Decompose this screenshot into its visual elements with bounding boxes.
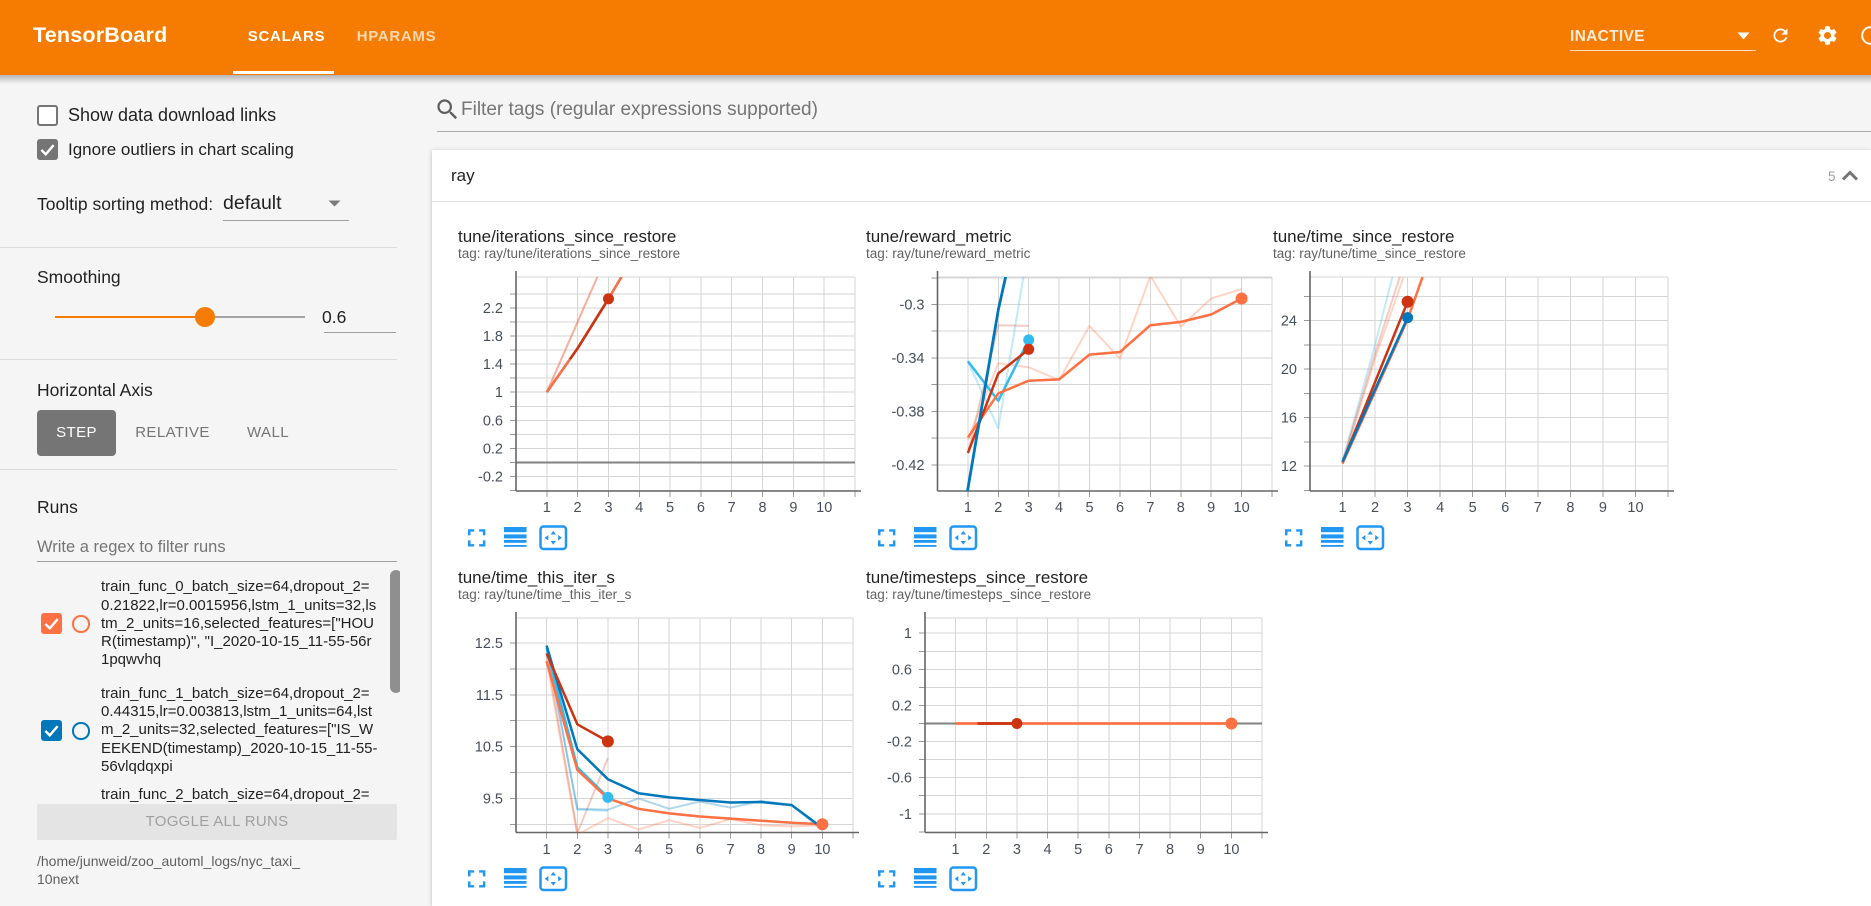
svg-text:6: 6 (696, 842, 704, 858)
svg-text:-1: -1 (899, 807, 912, 823)
svg-text:9: 9 (788, 842, 796, 858)
svg-text:9: 9 (1599, 500, 1607, 516)
svg-text:3: 3 (1013, 842, 1021, 858)
svg-text:1: 1 (543, 842, 551, 858)
svg-text:4: 4 (634, 842, 642, 858)
svg-text:8: 8 (758, 500, 766, 516)
svg-text:1: 1 (904, 626, 912, 642)
svg-text:6: 6 (1116, 500, 1124, 516)
svg-text:16: 16 (1281, 411, 1297, 427)
svg-text:-0.3: -0.3 (900, 298, 925, 314)
svg-text:1.4: 1.4 (483, 357, 503, 373)
svg-text:10.5: 10.5 (475, 740, 503, 756)
svg-text:-0.38: -0.38 (891, 405, 924, 421)
svg-text:7: 7 (1135, 842, 1143, 858)
svg-text:2: 2 (574, 500, 582, 516)
svg-text:2: 2 (573, 842, 581, 858)
svg-text:0.6: 0.6 (892, 662, 912, 678)
svg-text:-0.2: -0.2 (887, 735, 912, 751)
svg-text:0.2: 0.2 (483, 441, 503, 457)
svg-text:12.5: 12.5 (475, 636, 503, 652)
svg-text:8: 8 (1566, 500, 1574, 516)
svg-text:5: 5 (666, 500, 674, 516)
svg-text:9: 9 (789, 500, 797, 516)
svg-text:10: 10 (1223, 842, 1239, 858)
svg-text:4: 4 (1043, 842, 1051, 858)
svg-text:1: 1 (964, 500, 972, 516)
svg-text:10: 10 (1627, 500, 1643, 516)
svg-text:3: 3 (604, 500, 612, 516)
svg-text:-0.34: -0.34 (891, 351, 924, 367)
svg-text:3: 3 (604, 842, 612, 858)
svg-text:0.2: 0.2 (892, 698, 912, 714)
svg-text:1: 1 (543, 500, 551, 516)
svg-text:8: 8 (1166, 842, 1174, 858)
svg-text:6: 6 (697, 500, 705, 516)
svg-text:12: 12 (1281, 459, 1297, 475)
svg-text:4: 4 (635, 500, 643, 516)
svg-text:2: 2 (994, 500, 1002, 516)
svg-text:1: 1 (495, 385, 503, 401)
svg-text:-0.6: -0.6 (887, 771, 912, 787)
svg-text:-0.42: -0.42 (891, 458, 924, 474)
svg-text:2: 2 (982, 842, 990, 858)
svg-text:7: 7 (1534, 500, 1542, 516)
svg-text:3: 3 (1025, 500, 1033, 516)
svg-text:6: 6 (1501, 500, 1509, 516)
svg-text:9: 9 (1207, 500, 1215, 516)
svg-text:1: 1 (952, 842, 960, 858)
svg-text:1: 1 (1338, 500, 1346, 516)
svg-text:8: 8 (1177, 500, 1185, 516)
svg-text:4: 4 (1436, 500, 1444, 516)
svg-text:5: 5 (1074, 842, 1082, 858)
svg-text:7: 7 (728, 500, 736, 516)
svg-text:24: 24 (1281, 314, 1297, 330)
svg-text:8: 8 (757, 842, 765, 858)
svg-text:0.6: 0.6 (483, 413, 503, 429)
svg-text:7: 7 (1146, 500, 1154, 516)
svg-text:5: 5 (1085, 500, 1093, 516)
svg-text:2.2: 2.2 (483, 301, 503, 317)
svg-text:9.5: 9.5 (483, 791, 503, 807)
svg-text:5: 5 (665, 842, 673, 858)
svg-text:20: 20 (1281, 362, 1297, 378)
svg-text:6: 6 (1105, 842, 1113, 858)
svg-text:2: 2 (1371, 500, 1379, 516)
svg-text:7: 7 (726, 842, 734, 858)
svg-text:11.5: 11.5 (476, 688, 503, 704)
svg-text:10: 10 (814, 842, 830, 858)
svg-text:10: 10 (1234, 500, 1250, 516)
svg-text:4: 4 (1055, 500, 1063, 516)
svg-text:3: 3 (1404, 500, 1412, 516)
svg-text:9: 9 (1197, 842, 1205, 858)
svg-text:-0.2: -0.2 (478, 470, 503, 486)
svg-text:10: 10 (816, 500, 832, 516)
svg-text:1.8: 1.8 (483, 329, 503, 345)
svg-text:5: 5 (1469, 500, 1477, 516)
